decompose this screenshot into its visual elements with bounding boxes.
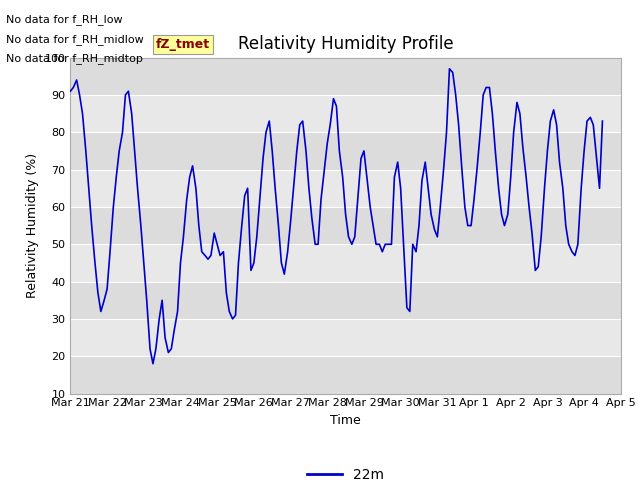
Legend: 22m: 22m xyxy=(301,462,390,480)
Bar xyxy=(70,319,621,356)
Bar xyxy=(70,58,621,95)
Title: Relativity Humidity Profile: Relativity Humidity Profile xyxy=(238,35,453,53)
Bar xyxy=(70,282,621,319)
Text: No data for f_RH_midlow: No data for f_RH_midlow xyxy=(6,34,144,45)
Bar xyxy=(70,356,621,394)
Bar xyxy=(70,207,621,244)
Y-axis label: Relativity Humidity (%): Relativity Humidity (%) xyxy=(26,153,39,298)
Text: No data for f_RH_midtop: No data for f_RH_midtop xyxy=(6,53,143,64)
Text: No data for f_RH_low: No data for f_RH_low xyxy=(6,14,123,25)
X-axis label: Time: Time xyxy=(330,414,361,427)
Text: fZ_tmet: fZ_tmet xyxy=(156,38,210,51)
Bar xyxy=(70,244,621,282)
Bar xyxy=(70,169,621,207)
Bar xyxy=(70,95,621,132)
Bar xyxy=(70,132,621,169)
